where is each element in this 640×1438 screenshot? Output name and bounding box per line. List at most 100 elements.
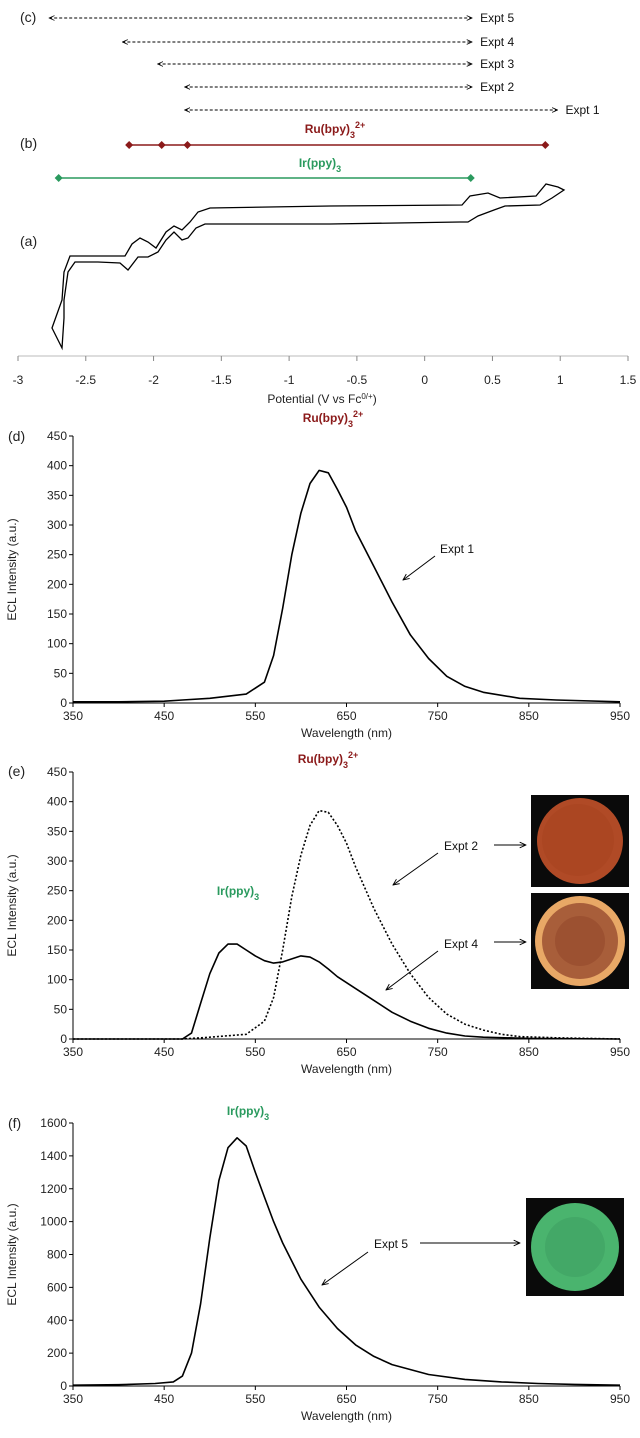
chart-f-arrow-left	[322, 1251, 369, 1285]
y-tick-label: 250	[47, 548, 67, 562]
y-tick-label: 450	[47, 765, 67, 779]
cv-x-tick-label: 1.5	[620, 373, 637, 387]
panel-e: (e) 0 50 100 150 200 250 300 350 400 450 350 450 550…	[5, 750, 630, 1076]
x-tick-label: 550	[245, 1045, 265, 1059]
y-axis-label: ECL Intensity (a.u.)	[5, 1203, 19, 1305]
panel-label-a: (a)	[20, 233, 37, 249]
cv-x-tick-label: -0.5	[347, 373, 368, 387]
chart-e-ir-label: Ir(ppy)3	[217, 884, 259, 902]
ru-potential-marker	[541, 141, 550, 149]
panel-label-e: (e)	[8, 763, 25, 779]
cv-x-tick-labels: -3 -2.5 -2 -1.5 -1 -0.5 0 0.5 1 1.5	[13, 356, 637, 387]
cv-x-tick-label: 0	[421, 373, 428, 387]
cv-x-tick-label: -2.5	[75, 373, 96, 387]
cv-x-axis-label: Potential (V vs Fc0/+)	[267, 392, 376, 407]
expt-range-label: Expt 3	[480, 57, 514, 71]
expt-range-label: Expt 5	[480, 11, 514, 25]
series-line-expt-4	[73, 943, 621, 1040]
ir-potential-marker	[466, 174, 475, 182]
ir-potential-line	[54, 174, 475, 182]
y-tick-label: 200	[47, 1346, 67, 1360]
x-tick-label: 450	[154, 709, 174, 723]
chart-e-annotation-expt2: Expt 2	[444, 839, 478, 853]
y-tick-label: 0	[60, 696, 67, 710]
y-tick-label: 1200	[40, 1182, 67, 1196]
chart-f: 0 200 400 600 800 1000 1200 1400 1600 350 450 550 65…	[5, 1116, 630, 1423]
chart-d-annotation-arrow	[403, 555, 436, 580]
x-tick-label: 650	[336, 1392, 356, 1406]
y-tick-label: 0	[60, 1379, 67, 1393]
y-tick-label: 0	[60, 1032, 67, 1046]
ir-label: Ir(ppy)3	[299, 156, 341, 174]
panel-label-f: (f)	[8, 1115, 21, 1131]
x-tick-label: 750	[428, 709, 448, 723]
x-tick-label: 550	[245, 709, 265, 723]
y-tick-label: 1000	[40, 1215, 67, 1229]
panel-label-b: (b)	[20, 135, 37, 151]
ru-potential-marker	[157, 141, 166, 149]
cv-experiment-ranges: Expt 5 Expt 4 Expt 3 Expt 2 Expt 1	[49, 11, 600, 117]
x-tick-label: 950	[610, 709, 630, 723]
ir-potential-marker	[54, 174, 63, 182]
series-line-expt-1	[73, 469, 621, 703]
x-tick-label: 450	[154, 1045, 174, 1059]
expt-range-label: Expt 4	[480, 35, 514, 49]
chart-d-annotation: Expt 1	[440, 542, 474, 556]
photo-expt5	[526, 1198, 624, 1296]
y-tick-label: 200	[47, 913, 67, 927]
cyclic-voltammogram-trace	[51, 183, 566, 351]
y-axis-label: ECL Intensity (a.u.)	[5, 518, 19, 620]
y-tick-label: 150	[47, 943, 67, 957]
cv-x-tick-label: 0.5	[484, 373, 501, 387]
y-tick-label: 50	[54, 1002, 68, 1016]
x-tick-label: 650	[336, 709, 356, 723]
ru-label: Ru(bpy)32+	[305, 120, 366, 140]
y-tick-label: 300	[47, 854, 67, 868]
chart-e-expt4-arrow-left	[386, 950, 439, 990]
y-tick-label: 200	[47, 577, 67, 591]
chart-e-ru-label: Ru(bpy)32+	[298, 750, 359, 770]
x-tick-label: 950	[610, 1045, 630, 1059]
expt-range-label: Expt 1	[566, 103, 600, 117]
x-tick-label: 550	[245, 1392, 265, 1406]
x-tick-label: 850	[519, 709, 539, 723]
y-tick-label: 350	[47, 488, 67, 502]
panel-label-d: (d)	[8, 428, 25, 444]
panel-f: (f) 0 200 400 600 800 1000 1200 1400 1600 350 450 5…	[5, 1104, 630, 1423]
chart-e: 0 50 100 150 200 250 300 350 400 450 350 450 550 650 7…	[5, 765, 630, 1076]
x-tick-label: 850	[519, 1392, 539, 1406]
x-tick-label: 750	[428, 1392, 448, 1406]
x-axis-label: Wavelength (nm)	[301, 726, 392, 740]
x-tick-label: 950	[610, 1392, 630, 1406]
cv-x-tick-label: -3	[13, 373, 24, 387]
ru-potential-marker	[125, 141, 134, 149]
x-axis-label: Wavelength (nm)	[301, 1062, 392, 1076]
panel-label-c: (c)	[20, 9, 36, 25]
y-tick-label: 300	[47, 518, 67, 532]
y-axis-label: ECL Intensity (a.u.)	[5, 854, 19, 956]
y-tick-label: 50	[54, 666, 68, 680]
chart-f-ir-label: Ir(ppy)3	[227, 1104, 269, 1122]
cv-x-tick-label: 1	[557, 373, 564, 387]
x-tick-label: 650	[336, 1045, 356, 1059]
chart-e-expt2-arrow-left	[393, 852, 439, 885]
series-line-expt-5	[72, 1137, 621, 1386]
y-tick-label: 1600	[40, 1116, 67, 1130]
cv-x-tick-label: -1.5	[211, 373, 232, 387]
expt-range-label: Expt 2	[480, 80, 514, 94]
y-tick-label: 100	[47, 637, 67, 651]
y-tick-label: 600	[47, 1280, 67, 1294]
series-line-expt-2	[73, 809, 621, 1040]
x-tick-label: 450	[154, 1392, 174, 1406]
y-tick-label: 800	[47, 1248, 67, 1262]
x-tick-label: 750	[428, 1045, 448, 1059]
y-tick-label: 450	[47, 429, 67, 443]
photo-expt4	[531, 893, 629, 989]
x-tick-label: 350	[63, 1392, 83, 1406]
chart-f-annotation: Expt 5	[374, 1237, 408, 1251]
y-tick-label: 1400	[40, 1149, 67, 1163]
ru-potential-line	[125, 141, 550, 149]
y-tick-label: 100	[47, 973, 67, 987]
